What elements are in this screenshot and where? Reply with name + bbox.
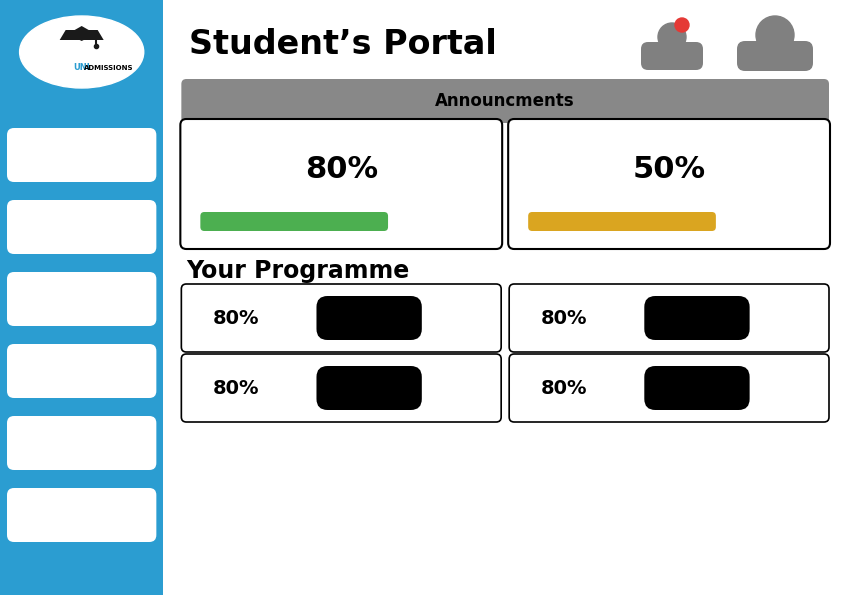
FancyBboxPatch shape	[644, 366, 749, 410]
Text: 80%: 80%	[541, 308, 588, 327]
Text: Your Programme: Your Programme	[186, 259, 409, 283]
FancyBboxPatch shape	[7, 272, 157, 326]
Text: Student’s Portal: Student’s Portal	[189, 29, 497, 61]
Polygon shape	[60, 30, 104, 40]
FancyBboxPatch shape	[181, 284, 501, 352]
FancyBboxPatch shape	[317, 366, 422, 410]
Text: Announcments: Announcments	[435, 92, 575, 110]
Text: UNI: UNI	[73, 64, 90, 73]
Text: 80%: 80%	[213, 378, 259, 397]
FancyBboxPatch shape	[509, 119, 830, 249]
FancyBboxPatch shape	[737, 41, 813, 71]
Text: 80%: 80%	[213, 308, 259, 327]
FancyBboxPatch shape	[181, 354, 501, 422]
Text: 80%: 80%	[305, 155, 378, 184]
FancyBboxPatch shape	[509, 284, 829, 352]
Text: ADMISSIONS: ADMISSIONS	[83, 65, 133, 71]
FancyBboxPatch shape	[7, 488, 157, 542]
FancyBboxPatch shape	[509, 354, 829, 422]
FancyBboxPatch shape	[7, 200, 157, 254]
FancyBboxPatch shape	[180, 119, 502, 249]
FancyBboxPatch shape	[644, 296, 749, 340]
Text: 80%: 80%	[541, 378, 588, 397]
Text: 50%: 50%	[632, 155, 706, 184]
FancyBboxPatch shape	[7, 128, 157, 182]
FancyBboxPatch shape	[7, 344, 157, 398]
Circle shape	[658, 23, 686, 51]
FancyBboxPatch shape	[317, 296, 422, 340]
FancyBboxPatch shape	[641, 42, 703, 70]
Ellipse shape	[19, 16, 144, 88]
Circle shape	[675, 18, 689, 32]
FancyBboxPatch shape	[528, 212, 716, 231]
FancyBboxPatch shape	[200, 212, 388, 231]
Polygon shape	[67, 26, 96, 41]
FancyBboxPatch shape	[181, 79, 829, 123]
Circle shape	[756, 16, 794, 54]
FancyBboxPatch shape	[7, 416, 157, 470]
Polygon shape	[0, 0, 163, 595]
